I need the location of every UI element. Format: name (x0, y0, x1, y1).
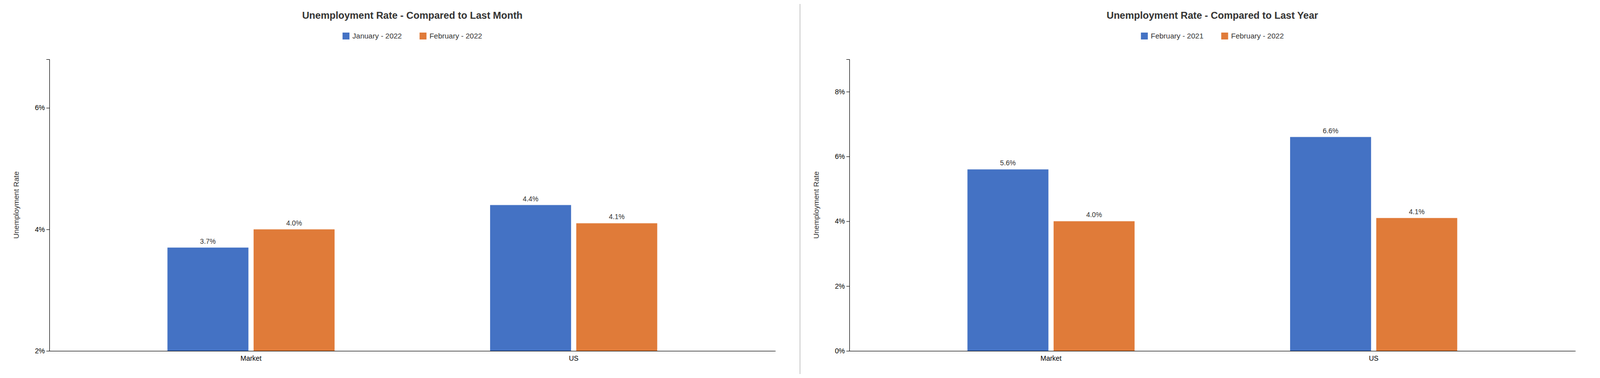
y-axis: 2% 4% 6% (35, 59, 50, 355)
y-tick-mark (846, 286, 850, 287)
bar (1290, 137, 1372, 351)
legend-item: January - 2022 (342, 31, 402, 40)
x-axis: Market US (849, 350, 1576, 363)
y-tick-label: 2% (35, 346, 45, 355)
divider (799, 3, 801, 375)
legend-swatch (1141, 32, 1148, 40)
y-tick-mark (46, 229, 50, 230)
y-tick: 2% (35, 346, 50, 355)
x-axis-line (849, 350, 1576, 352)
x-tick-label: US (569, 354, 579, 363)
bar (1053, 221, 1135, 351)
x-tick-label: Market (240, 354, 262, 363)
x-tick: US (569, 350, 579, 363)
y-tick-label: 2% (835, 282, 845, 291)
bars (967, 137, 1457, 351)
data-label: 4.1% (609, 212, 625, 221)
bar (490, 205, 572, 352)
legend-label: February - 2022 (429, 31, 483, 40)
y-axis-line (846, 59, 850, 352)
bars (167, 205, 657, 352)
legend-label: January - 2022 (352, 31, 402, 40)
bar (253, 229, 335, 351)
legend-item: February - 2022 (419, 31, 483, 40)
y-tick-mark (46, 350, 50, 352)
x-tick: Market (1040, 350, 1062, 363)
legend-label: February - 2021 (1150, 31, 1204, 40)
figure: 3.7% 4.4% 4.0% 4.1% 2% 4% 6% Market US Unemployme… (0, 0, 1600, 378)
panel: 3.7% 4.4% 4.0% 4.1% 2% 4% 6% Market US Unemployme… (11, 9, 776, 363)
x-tick: Market (240, 350, 262, 363)
data-labels: 3.7% 4.4% 4.0% 4.1% (199, 194, 625, 246)
plot-area: 5.6% 6.6% 4.0% 4.1% 0% 2% 4% 6% 8% Market US Unempl… (811, 59, 1576, 363)
y-tick: 0% (835, 346, 850, 355)
data-label: 6.6% (1322, 126, 1339, 135)
x-axis-line (49, 350, 776, 352)
y-tick-mark (846, 221, 850, 222)
data-labels: 5.6% 6.6% 4.0% 4.1% (999, 126, 1425, 220)
y-tick: 2% (835, 282, 850, 291)
y-tick-mark (846, 91, 850, 93)
legend-swatch (419, 32, 427, 40)
bar (1376, 218, 1458, 351)
panel: 5.6% 6.6% 4.0% 4.1% 0% 2% 4% 6% 8% Market US Unempl… (811, 9, 1576, 363)
bar (167, 247, 249, 351)
y-tick-label: 0% (835, 346, 845, 355)
y-tick-mark (46, 108, 50, 109)
legend: February - 2021 February - 2022 (1141, 31, 1284, 40)
data-label: 4.0% (1086, 210, 1103, 219)
y-tick-mark (846, 156, 850, 157)
y-axis-line (46, 59, 50, 352)
legend-item: February - 2021 (1141, 31, 1204, 40)
y-tick-label: 6% (35, 103, 45, 112)
y-axis-title: Unemployment Rate (811, 171, 821, 239)
y-tick-label: 8% (835, 87, 845, 96)
y-axis: 0% 2% 4% 6% 8% (835, 59, 850, 355)
data-label: 4.0% (286, 219, 303, 228)
title: Unemployment Rate - Compared to Last Mon… (302, 9, 523, 21)
y-tick-mark (846, 350, 850, 352)
y-tick-label: 6% (835, 152, 845, 161)
bar (576, 223, 658, 351)
x-axis: Market US (49, 350, 776, 363)
bar (967, 169, 1049, 351)
y-tick-label: 4% (835, 217, 845, 226)
y-axis-title: Unemployment Rate (11, 171, 21, 239)
legend-swatch (342, 32, 350, 40)
plot-area: 3.7% 4.4% 4.0% 4.1% 2% 4% 6% Market US Unemployme… (11, 59, 776, 363)
y-tick: 8% (835, 87, 850, 96)
x-tick: US (1369, 350, 1379, 363)
data-label: 3.7% (199, 237, 216, 246)
legend-label: February - 2022 (1231, 31, 1285, 40)
x-tick-label: Market (1040, 354, 1062, 363)
data-label: 5.6% (999, 158, 1016, 167)
y-tick-label: 4% (35, 225, 45, 234)
legend-swatch (1221, 32, 1229, 40)
data-label: 4.1% (1409, 207, 1425, 216)
y-tick: 6% (835, 152, 850, 161)
title: Unemployment Rate - Compared to Last Yea… (1106, 9, 1319, 21)
y-tick: 4% (35, 225, 50, 234)
legend: January - 2022 February - 2022 (342, 31, 483, 40)
y-tick: 6% (35, 103, 50, 112)
x-tick-label: US (1369, 354, 1379, 363)
y-tick: 4% (835, 217, 850, 226)
data-label: 4.4% (522, 194, 539, 203)
legend-item: February - 2022 (1221, 31, 1285, 40)
